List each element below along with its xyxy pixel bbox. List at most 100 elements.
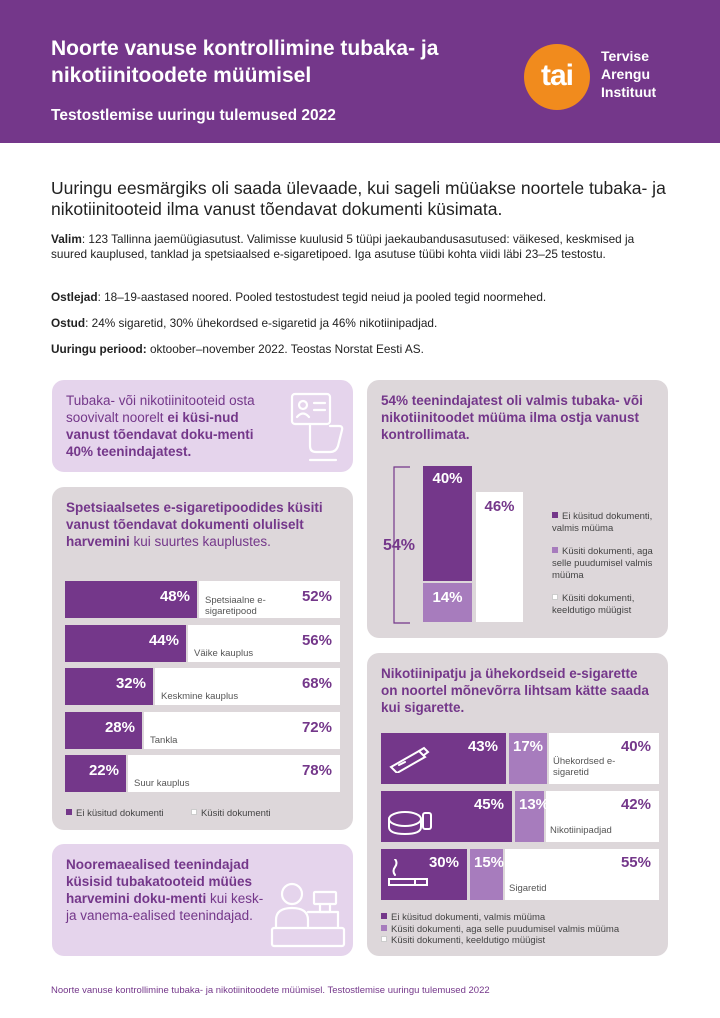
product-asked-sold-value: 17% — [513, 738, 544, 755]
purchases-label: Ostud — [51, 316, 86, 330]
product-not-asked-value: 43% — [467, 738, 498, 755]
logo-line-2: Arengu — [601, 66, 650, 82]
period-paragraph: Uuringu periood: oktoober–november 2022.… — [51, 342, 666, 357]
products-title: Nikotiinipatju ja ühekordseid e-sigarett… — [381, 666, 649, 715]
products-legend-text-1: Ei küsitud dokumenti, valmis müüma — [391, 912, 546, 923]
product-bar-refused: 42% Nikotiinipadjad — [546, 791, 659, 842]
period-label: Uuringu periood: — [51, 342, 147, 356]
store-bar-row: 32% Keskmine kauplus 68% — [65, 668, 340, 705]
young-title-bold: Nooremaealised teenindajad küsisid tubak… — [66, 857, 253, 906]
ready-col-asked-sold-value: 14% — [432, 589, 463, 606]
product-asked-sold-value: 13% — [519, 796, 550, 813]
intro-text: Uuringu eesmärgiks oli saada ülevaade, k… — [51, 178, 666, 219]
ready-bracket — [393, 466, 410, 624]
ready-col-asked-sold: 14% — [423, 583, 472, 622]
product-asked-sold-value: 15% — [474, 854, 505, 871]
products-legend-text-2: Küsiti dokumenti, aga selle puudumisel v… — [391, 923, 620, 935]
products-legend-item-1: Ei küsitud dokumenti, valmis müüma — [381, 912, 666, 924]
ready-legend-item-2: Küsiti dokumenti, aga selle puudumisel v… — [552, 546, 657, 582]
store-types-title: Spetsiaalsetes e-sigaretipoodides küsiti… — [66, 499, 341, 550]
page-title: Noorte vanuse kontrollimine tubaka- ja n… — [51, 37, 439, 87]
ready-col-refused: 46% — [476, 492, 523, 622]
product-not-asked-value: 45% — [473, 796, 504, 813]
store-bar-row: 28% Tankla 72% — [65, 712, 340, 749]
tai-logo-icon: tai — [524, 44, 590, 110]
ready-legend-text-1: Ei küsitud dokumenti, valmis müüma — [552, 511, 653, 534]
buyers-label: Ostlejad — [51, 290, 98, 304]
store-bar-row: 44% Väike kauplus 56% — [65, 625, 340, 662]
store-bar-asked: Väike kauplus 56% — [188, 625, 340, 662]
store-bar-not-asked: 32% — [65, 668, 153, 705]
ready-legend-text-2: Küsiti dokumenti, aga selle puudumisel v… — [552, 546, 653, 581]
ready-bracket-label: 54% — [383, 537, 416, 554]
products-legend-text-3: Küsiti dokumenti, keeldutigo müügist — [391, 935, 546, 946]
product-bar-not-asked: 30% — [381, 849, 467, 900]
store-bar-asked: Tankla 72% — [144, 712, 340, 749]
header-banner: Noorte vanuse kontrollimine tubaka- ja n… — [0, 0, 720, 143]
card-id-check: Tubaka- või nikotiinitooteid osta sooviv… — [52, 380, 353, 472]
cigarette-icon — [387, 858, 433, 894]
product-bar-refused: 55% Sigaretid — [505, 849, 659, 900]
product-not-asked-value: 30% — [428, 854, 459, 871]
logo-line-3: Instituut — [601, 84, 657, 100]
store-bar-asked: Suur kauplus 78% — [128, 755, 340, 792]
store-bar-not-asked: 22% — [65, 755, 126, 792]
buyers-text: : 18–19-aastased noored. Pooled testostu… — [97, 290, 547, 304]
product-refused-value: 55% — [620, 854, 651, 871]
store-bar-asked-value: 78% — [301, 762, 332, 779]
young-title-normal: kui kesk- ja vanema-ealised teenindajad. — [66, 891, 264, 923]
store-bar-not-asked: 44% — [65, 625, 186, 662]
products-legend-item-3: Küsiti dokumenti, keeldutigo müügist — [381, 935, 666, 947]
products-legend-item-2: Küsiti dokumenti, aga selle puudumisel v… — [381, 924, 666, 936]
ready-legend-item-1: Ei küsitud dokumenti, valmis müüma — [552, 511, 657, 535]
logo-line-1: Tervise — [601, 48, 649, 64]
legend-swatch-dark — [66, 809, 72, 815]
ready-col-refused-value: 46% — [484, 498, 515, 515]
legend-asked: Küsiti dokumenti — [200, 808, 271, 819]
purchases-paragraph: Ostud: 24% sigaretid, 30% ühekordsed e-s… — [51, 316, 666, 331]
ready-title: 54% teenindajatest oli valmis tubaka- võ… — [381, 393, 643, 442]
legend-swatch-white — [190, 809, 197, 815]
store-bar-label: Keskmine kauplus — [161, 691, 239, 702]
product-label: Nikotiinipadjad — [550, 825, 612, 836]
store-bar-row: 22% Suur kauplus 78% — [65, 755, 340, 792]
ready-legend: Ei küsitud dokumenti, valmis müüma Küsit… — [552, 511, 657, 617]
legend-not-asked: Ei küsitud dokumenti — [76, 808, 164, 819]
store-bar-label: Väike kauplus — [194, 648, 254, 659]
store-bar-asked: Spetsiaalne e-sigaretipood 52% — [199, 581, 340, 618]
ready-col-not-asked-value: 40% — [432, 470, 463, 487]
product-label: Ühekordsed e-sigaretid — [553, 756, 616, 778]
page-subtitle: Testostlemise uuringu tulemused 2022 — [51, 107, 336, 124]
store-bar-not-asked: 48% — [65, 581, 197, 618]
product-bar-not-asked: 45% — [381, 791, 512, 842]
product-bar-asked-sold: 15% — [470, 849, 505, 900]
id-check-text-bold: ei küsi-nud vanust tõendavat doku-menti … — [66, 410, 254, 459]
id-check-text: Tubaka- või nikotiinitooteid osta sooviv… — [66, 392, 284, 460]
product-refused-value: 42% — [620, 796, 651, 813]
store-bar-asked-value: 68% — [301, 675, 332, 692]
store-bar-asked-value: 72% — [301, 719, 332, 736]
ready-legend-text-3: Küsiti dokumenti, keeldutigo müügist — [552, 593, 635, 616]
footer-text: Noorte vanuse kontrollimine tubaka- ja n… — [51, 985, 490, 996]
purchases-text: : 24% sigaretid, 30% ühekordsed e-sigare… — [85, 316, 438, 330]
products-legend: Ei küsitud dokumenti, valmis müüma Küsit… — [381, 912, 666, 947]
ready-legend-item-3: Küsiti dokumenti, keeldutigo müügist — [552, 593, 657, 617]
buyers-paragraph: Ostlejad: 18–19-aastased noored. Pooled … — [51, 290, 666, 305]
young-cashiers-text: Nooremaealised teenindajad küsisid tubak… — [66, 856, 276, 924]
sample-paragraph: Valim: 123 Tallinna jaemüügiasutust. Val… — [51, 232, 666, 262]
store-bar-row: 48% Spetsiaalne e-sigaretipood 52% — [65, 581, 340, 618]
nicotine-pouch-icon — [387, 805, 433, 844]
period-text: oktoober–november 2022. Teostas Norstat … — [146, 342, 424, 356]
store-title-bold: Spetsiaalsetes e-sigaretipoodides küsiti… — [66, 500, 323, 549]
store-bar-asked-value: 52% — [301, 588, 332, 605]
sample-text: : 123 Tallinna jaemüügiasutust. Valimiss… — [51, 232, 635, 261]
id-card-hand-icon — [290, 392, 344, 462]
product-refused-value: 40% — [620, 738, 651, 755]
product-bar-not-asked: 43% — [381, 733, 506, 784]
id-check-text-normal: Tubaka- või nikotiinitooteid osta sooviv… — [66, 393, 255, 425]
store-bar-label: Spetsiaalne e-sigaretipood — [205, 595, 266, 617]
ready-col-not-asked: 40% — [423, 466, 472, 581]
product-bar-refused: 40% Ühekordsed e-sigaretid — [549, 733, 659, 784]
store-bar-label: Tankla — [150, 735, 178, 746]
store-bar-label: Suur kauplus — [134, 778, 190, 789]
